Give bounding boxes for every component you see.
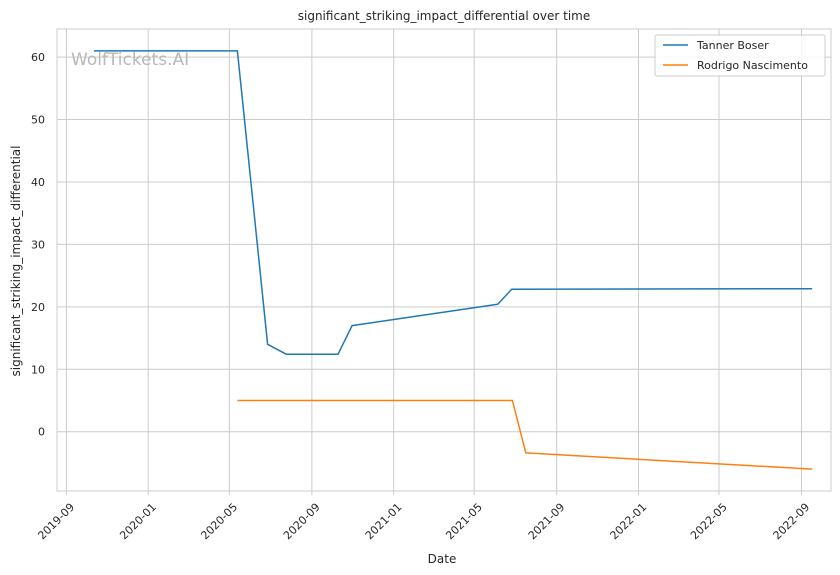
series-lines bbox=[93, 50, 813, 470]
x-tick-label: 2020-09 bbox=[281, 501, 323, 543]
legend-label-rodrigo-nascimento: Rodrigo Nascimento bbox=[697, 59, 808, 72]
series-line-rodrigo-nascimento bbox=[237, 399, 813, 470]
watermark: WolfTickets.AI bbox=[71, 50, 189, 70]
y-tick-label: 60 bbox=[31, 51, 45, 64]
x-tick-label: 2021-09 bbox=[526, 501, 568, 543]
chart-title: significant_striking_impact_differential… bbox=[298, 9, 590, 23]
legend: Tanner Boser Rodrigo Nascimento bbox=[654, 34, 826, 77]
x-gridlines bbox=[65, 29, 802, 495]
x-axis-label: Date bbox=[428, 552, 457, 566]
x-tick-labels: 2019-09 2020-01 2020-05 2020-09 2021-01 2021-… bbox=[35, 501, 812, 543]
y-gridlines bbox=[57, 56, 831, 433]
y-tick-label: 20 bbox=[31, 301, 45, 314]
y-tick-label: 10 bbox=[31, 363, 45, 376]
x-tick-label: 2021-05 bbox=[443, 501, 485, 543]
x-tick-label: 2022-09 bbox=[771, 501, 813, 543]
y-tick-label: 40 bbox=[31, 176, 45, 189]
x-tick-label: 2022-01 bbox=[608, 501, 650, 543]
y-tick-labels: 0 10 20 30 40 50 60 bbox=[31, 51, 45, 439]
series-line-tanner-boser bbox=[93, 50, 813, 356]
x-tick-label: 2020-05 bbox=[198, 501, 240, 543]
x-tick-label: 2019-09 bbox=[35, 501, 77, 543]
legend-label-tanner-boser: Tanner Boser bbox=[696, 39, 769, 52]
y-tick-label: 0 bbox=[38, 426, 45, 439]
y-axis-label: significant_striking_impact_differential bbox=[9, 146, 23, 377]
y-tick-label: 50 bbox=[31, 114, 45, 127]
x-tick-label: 2022-05 bbox=[688, 501, 730, 543]
y-tick-label: 30 bbox=[31, 238, 45, 251]
legend-box bbox=[654, 34, 826, 77]
x-tick-label: 2020-01 bbox=[117, 501, 159, 543]
x-tick-label: 2021-01 bbox=[363, 501, 405, 543]
plot-area bbox=[56, 28, 832, 492]
